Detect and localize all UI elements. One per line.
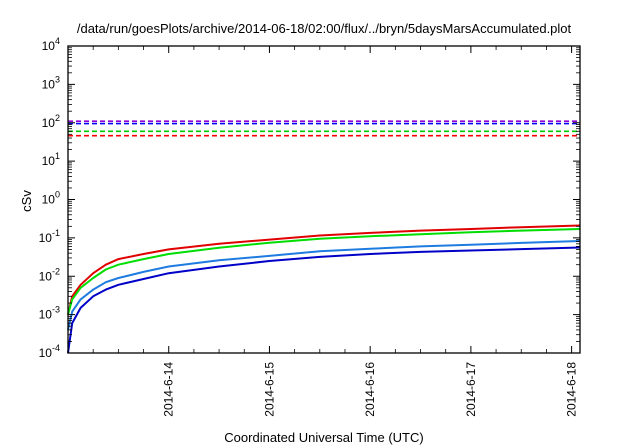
- y-tick-base: 10: [39, 346, 53, 360]
- y-tick-base: 10: [39, 269, 53, 283]
- y-axis-label: cSv: [19, 190, 34, 212]
- y-tick-exponent: 2: [55, 113, 60, 123]
- y-tick-exponent: -2: [52, 266, 60, 276]
- y-tick-label-4: 100: [42, 190, 60, 207]
- y-tick-label-0: 10-4: [39, 343, 60, 360]
- y-tick-label-6: 102: [42, 113, 60, 130]
- x-tick-label-3: 2014-6-17: [464, 362, 478, 417]
- series-line-3: [67, 240, 581, 331]
- y-tick-base: 10: [39, 231, 53, 245]
- threshold-lines: [68, 120, 580, 137]
- chart-title: /data/run/goesPlots/archive/2014-06-18/0…: [77, 21, 572, 36]
- x-tick-label-0: 2014-6-14: [162, 362, 176, 417]
- y-tick-base: 10: [42, 154, 56, 168]
- series-line-4: [67, 246, 581, 354]
- series-line-1: [67, 224, 581, 315]
- y-tick-exponent: 3: [55, 74, 60, 84]
- y-tick-exponent: 4: [55, 36, 60, 46]
- y-tick-exponent: -4: [52, 343, 60, 353]
- plot-frame: [67, 45, 581, 354]
- y-tick-label-5: 101: [42, 151, 60, 168]
- x-tick-label-1: 2014-6-15: [262, 362, 276, 417]
- y-tick-label-2: 10-2: [39, 266, 60, 283]
- y-tick-exponent: -3: [52, 305, 60, 315]
- y-tick-base: 10: [42, 77, 56, 91]
- series-lines: [67, 224, 581, 354]
- series-line-2: [67, 228, 581, 315]
- x-tick-label-4: 2014-6-18: [565, 362, 579, 417]
- y-tick-exponent: -1: [52, 228, 60, 238]
- y-tick-base: 10: [42, 39, 56, 53]
- y-tick-base: 10: [42, 193, 56, 207]
- y-tick-label-3: 10-1: [39, 228, 60, 245]
- y-tick-label-7: 103: [42, 74, 60, 91]
- y-tick-base: 10: [42, 116, 56, 130]
- x-tick-label-2: 2014-6-16: [363, 362, 377, 417]
- y-tick-exponent: 0: [55, 190, 60, 200]
- y-tick-label-8: 104: [42, 36, 60, 53]
- x-axis-label: Coordinated Universal Time (UTC): [224, 430, 423, 445]
- x-axis: 2014-6-14 2014-6-15 2014-6-16 2014-6-17 2014…: [92, 46, 579, 417]
- y-tick-base: 10: [39, 308, 53, 322]
- y-tick-exponent: 1: [55, 151, 60, 161]
- y-tick-label-1: 10-3: [39, 305, 60, 322]
